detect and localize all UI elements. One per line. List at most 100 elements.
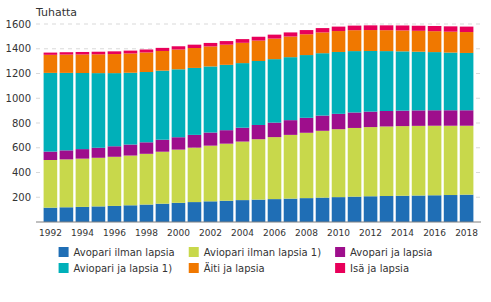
bar-segment xyxy=(460,195,474,222)
x-tick-label: 2016 xyxy=(423,228,446,238)
bar-segment xyxy=(316,198,330,222)
bar-segment xyxy=(92,148,106,158)
bar-segment xyxy=(108,146,122,157)
bar-segment xyxy=(444,110,458,125)
bar-segment xyxy=(108,51,122,54)
bar-segment xyxy=(348,26,362,31)
bar-segment xyxy=(380,111,394,126)
bar-segment xyxy=(396,30,410,51)
bar-segment xyxy=(412,52,426,111)
bar-segment xyxy=(444,126,458,195)
bar-segment xyxy=(236,128,250,142)
bar-segment xyxy=(428,126,442,196)
bar-segment xyxy=(348,128,362,197)
x-tick-label: 2012 xyxy=(359,228,382,238)
bar-segment xyxy=(332,52,346,114)
bar-segment xyxy=(268,39,282,60)
bar-segment xyxy=(444,195,458,222)
bar-segment xyxy=(316,28,330,32)
legend-swatch xyxy=(189,263,199,273)
bar-segment xyxy=(204,146,218,202)
bar-segment xyxy=(124,53,138,72)
legend-label: Avopari ilman lapsia xyxy=(74,247,175,258)
bar-segment xyxy=(412,126,426,196)
bar-segment xyxy=(428,110,442,125)
bar-segment xyxy=(92,52,106,55)
bar-segment xyxy=(220,130,234,143)
bar-segment xyxy=(332,114,346,129)
bar-segment xyxy=(284,32,298,36)
bar-segment xyxy=(428,31,442,52)
bar-segment xyxy=(204,133,218,146)
bar-segment xyxy=(188,48,202,68)
bar-segment xyxy=(380,126,394,196)
bar-segment xyxy=(188,135,202,148)
x-tick-label: 1992 xyxy=(39,228,62,238)
bar-segment xyxy=(76,54,90,73)
bar-segment xyxy=(76,73,90,149)
bar-segment xyxy=(364,30,378,51)
bar-segment xyxy=(284,135,298,199)
legend-item: Äiti ja lapsia xyxy=(189,262,265,274)
bar-segment xyxy=(188,148,202,202)
legend-item: Aviopari ilman lapsia 1) xyxy=(189,247,321,258)
bar-segment xyxy=(428,26,442,31)
y-tick-label: 600 xyxy=(12,142,31,153)
bar-segment xyxy=(60,150,74,159)
y-tick-label: 400 xyxy=(12,167,31,178)
legend-swatch xyxy=(59,247,69,257)
legend: Avopari ilman lapsia Aviopari ilman lapsi… xyxy=(59,247,433,274)
bar-segment xyxy=(284,120,298,135)
bar-segment xyxy=(396,51,410,110)
bar-segment xyxy=(108,54,122,73)
bar-segment xyxy=(412,31,426,52)
bar-segment xyxy=(396,25,410,30)
bar-segment xyxy=(76,159,90,207)
bar-segment xyxy=(156,204,170,222)
bar-segment xyxy=(108,73,122,146)
bar-segment xyxy=(156,51,170,71)
bar-segment xyxy=(412,26,426,31)
legend-swatch xyxy=(59,263,69,273)
bar-segment xyxy=(44,53,58,55)
bar-segment xyxy=(316,32,330,53)
bar-segment xyxy=(188,45,202,48)
y-tick-label: 800 xyxy=(12,118,31,129)
bar-segment xyxy=(380,25,394,30)
x-tick-label: 1998 xyxy=(135,228,158,238)
bar-segment xyxy=(316,131,330,198)
bar-segment xyxy=(332,197,346,222)
series xyxy=(44,25,474,54)
bar-segment xyxy=(140,205,154,222)
bar-segment xyxy=(220,65,234,130)
bar-segment xyxy=(236,43,250,63)
bar-segment xyxy=(380,51,394,111)
series xyxy=(44,51,474,152)
bar-segment xyxy=(124,145,138,156)
bar-segment xyxy=(156,71,170,140)
legend-item: Isä ja lapsia xyxy=(335,263,409,274)
bar-segment xyxy=(44,73,58,152)
bar-segment xyxy=(60,159,74,207)
bar-segment xyxy=(188,68,202,135)
bar-segment xyxy=(284,199,298,222)
bar-segment xyxy=(300,198,314,222)
bar-segment xyxy=(172,137,186,149)
bar-segment xyxy=(268,59,282,122)
legend-item: Avopari ilman lapsia xyxy=(59,247,175,258)
bar-segment xyxy=(172,69,186,137)
bar-segment xyxy=(204,201,218,222)
bar-segment xyxy=(92,158,106,207)
y-tick-label: 1000 xyxy=(6,93,31,104)
bar-segment xyxy=(204,46,218,66)
y-tick-label: 1400 xyxy=(6,43,31,54)
x-tick-label: 2010 xyxy=(327,228,350,238)
legend-label: Isä ja lapsia xyxy=(350,263,409,274)
bar-segment xyxy=(268,137,282,199)
bar-segment xyxy=(332,129,346,197)
bar-segment xyxy=(348,197,362,222)
legend-swatch xyxy=(335,247,345,257)
bar-segment xyxy=(236,142,250,201)
x-tick-label: 2004 xyxy=(231,228,254,238)
x-axis-line xyxy=(36,222,481,223)
